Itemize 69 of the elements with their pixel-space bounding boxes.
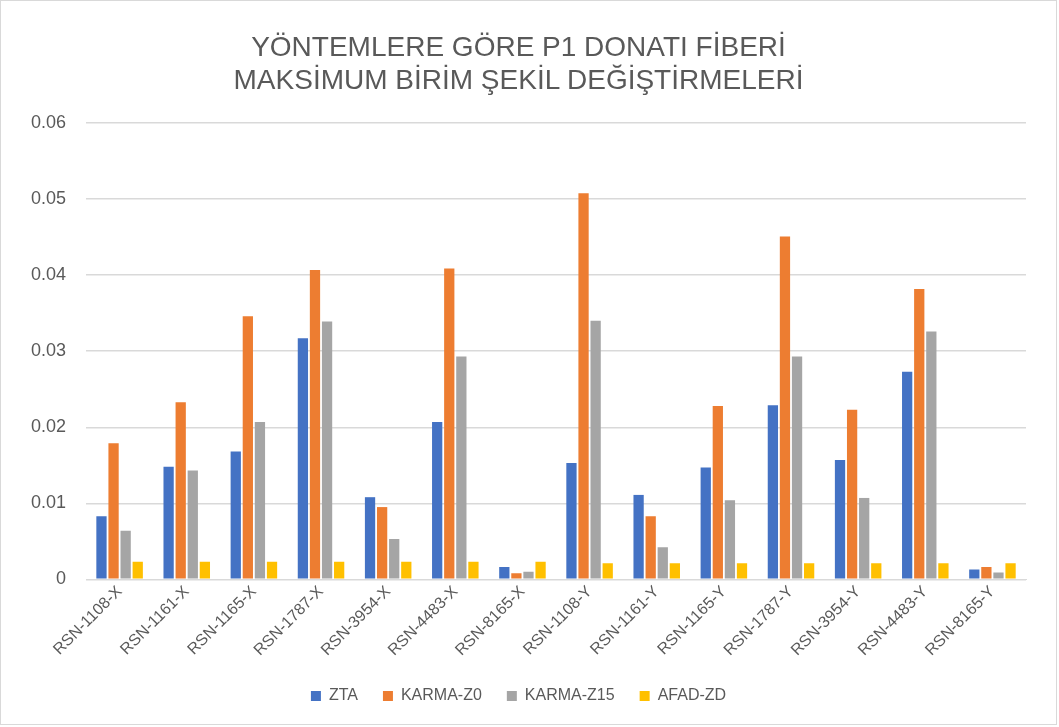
bar [657,547,668,579]
bar [334,561,345,579]
bar [804,563,815,579]
bar [163,466,174,579]
bar [981,567,992,579]
bar [187,470,198,579]
bar [791,356,803,579]
bar [566,462,577,579]
bar [724,500,736,579]
y-tick-label: 0.04 [30,264,67,285]
legend-label: ZTA [328,686,359,704]
bar [578,193,589,579]
bar [254,421,266,579]
bar [871,563,882,579]
bar [523,571,534,579]
bar [376,507,388,579]
bar [834,459,846,579]
bar [401,561,412,579]
bar [859,497,870,579]
bar [468,561,479,579]
bar [926,331,937,579]
bar [199,561,211,579]
bar [902,371,913,579]
bar [96,516,107,579]
legend-label: KARMA-Z0 [400,686,482,704]
bar [175,402,186,579]
bar [590,320,601,579]
bar [120,530,131,579]
y-tick-label: 0.01 [30,492,67,513]
y-tick-label: 0 [56,568,67,589]
y-tick-label: 0.05 [30,188,67,209]
y-tick-label: 0.02 [30,416,67,437]
bar [132,561,143,579]
text: MAKSİMUM BİRİM ŞEKİL DEĞİŞTİRMELERİ [233,64,804,96]
bar [993,572,1004,579]
y-tick-label: 0.06 [30,112,67,133]
bar [779,236,791,579]
bar [767,405,779,579]
legend-label: KARMA-Z15 [524,686,615,704]
bar [297,338,309,579]
bar [712,405,723,579]
bar [108,443,119,579]
y-tick-label: 0.03 [30,340,67,361]
bar [230,451,241,579]
bar [499,567,510,579]
bar [456,356,467,579]
bar [242,316,253,579]
bar [969,569,980,579]
bar [511,573,522,579]
bar [266,561,278,579]
bar [914,288,925,579]
legend-label: AFAD-ZD [657,686,727,704]
bar [736,563,748,579]
bar [321,321,333,579]
bar [432,421,443,579]
bar [846,409,858,579]
bar [633,494,644,579]
bar [1005,563,1016,579]
bar [444,268,455,579]
bar [535,561,546,579]
bar [602,563,613,579]
bar [389,539,400,579]
text: YÖNTEMLERE GÖRE P1 DONATI FİBERİ [251,30,786,62]
bar [700,467,711,579]
bar [364,497,376,579]
bar [938,563,949,579]
bar [669,563,680,579]
bar [309,269,321,579]
bar [645,516,656,579]
